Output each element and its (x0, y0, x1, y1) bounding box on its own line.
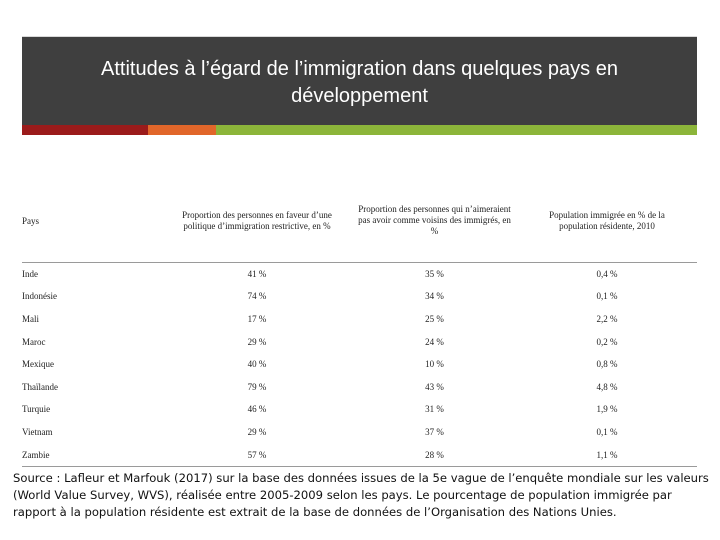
header-country: Pays (22, 180, 162, 263)
cell-restrictive: 74 % (247, 291, 267, 302)
cell-country: Thaïlande (22, 381, 58, 392)
cell-country: Turquie (22, 404, 51, 415)
cell-country: Mexique (22, 359, 54, 370)
table-row: Thaïlande 79 % 43 % 4,8 % (22, 375, 697, 398)
cell-population: 4,8 % (596, 381, 618, 392)
cell-country: Mali (22, 313, 39, 324)
cell-population: 1,9 % (596, 404, 618, 415)
table-row: Mexique 40 % 10 % 0,8 % (22, 353, 697, 376)
cell-population: 0,4 % (596, 268, 618, 279)
cell-neighbours: 37 % (425, 426, 444, 437)
header-neighbours: Proportion des personnes qui n’aimeraien… (352, 180, 517, 263)
table-row: Zambie 57 % 28 % 1,1 % (22, 443, 697, 467)
cell-restrictive: 46 % (247, 404, 267, 415)
cell-restrictive: 57 % (162, 443, 352, 467)
cell-restrictive: 29 % (247, 426, 267, 437)
cell-neighbours: 24 % (425, 336, 444, 347)
header-restrictive-policy: Proportion des personnes en faveur d’une… (162, 180, 352, 263)
cell-restrictive: 17 % (247, 313, 267, 324)
cell-restrictive: 29 % (247, 336, 267, 347)
cell-neighbours: 25 % (425, 313, 444, 324)
cell-neighbours: 28 % (352, 443, 517, 467)
cell-country: Maroc (22, 336, 46, 347)
table-row: Inde 41 % 35 % 0,4 % (22, 262, 697, 285)
accent-bar-red (22, 125, 148, 135)
cell-population: 0,1 % (596, 426, 618, 437)
table-header-row: Pays Proportion des personnes en faveur … (22, 180, 697, 263)
cell-country: Vietnam (22, 426, 53, 437)
data-table: Pays Proportion des personnes en faveur … (22, 180, 697, 467)
table-row: Maroc 29 % 24 % 0,2 % (22, 330, 697, 353)
cell-restrictive: 79 % (247, 381, 267, 392)
cell-country: Indonésie (22, 291, 57, 302)
cell-neighbours: 10 % (425, 359, 444, 370)
cell-population: 0,1 % (596, 291, 618, 302)
cell-neighbours: 34 % (425, 291, 444, 302)
source-note: Source : Lafleur et Marfouk (2017) sur l… (13, 470, 713, 521)
cell-country: Inde (22, 268, 38, 279)
accent-bar-orange (148, 125, 216, 135)
cell-population: 0,2 % (596, 336, 618, 347)
accent-bar-green (216, 125, 697, 135)
slide-header: Attitudes à l’égard de l’immigration dan… (22, 37, 697, 125)
cell-neighbours: 35 % (425, 268, 444, 279)
header-immigrant-population: Population immigrée en % de la populatio… (517, 180, 697, 263)
cell-country: Zambie (22, 443, 162, 467)
cell-restrictive: 41 % (247, 268, 267, 279)
table-row: Turquie 46 % 31 % 1,9 % (22, 398, 697, 421)
table-row: Vietnam 29 % 37 % 0,1 % (22, 421, 697, 444)
slide-title: Attitudes à l’égard de l’immigration dan… (101, 58, 618, 107)
table-row: Indonésie 74 % 34 % 0,1 % (22, 285, 697, 308)
top-rule (22, 36, 697, 37)
cell-population: 0,8 % (596, 359, 618, 370)
source-normal: Le pourcentage de population immigrée pa… (13, 488, 672, 519)
cell-population: 2,2 % (596, 313, 618, 324)
table-row: Mali 17 % 25 % 2,2 % (22, 308, 697, 331)
cell-population: 1,1 % (517, 443, 697, 467)
source-bold: Source : Lafleur et Marfouk (2017) sur l… (13, 471, 709, 502)
cell-neighbours: 31 % (425, 404, 444, 415)
cell-restrictive: 40 % (247, 359, 267, 370)
cell-neighbours: 43 % (425, 381, 444, 392)
